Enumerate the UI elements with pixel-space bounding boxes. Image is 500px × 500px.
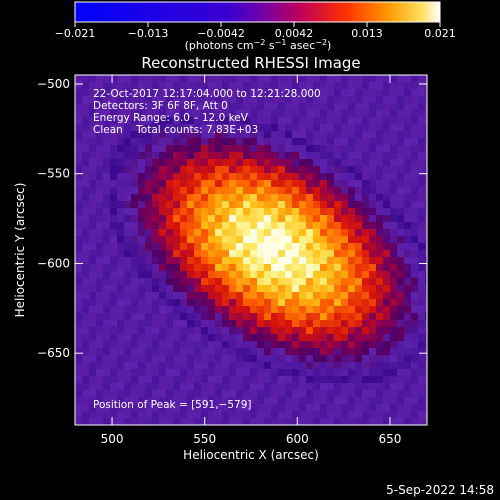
x-tick-label: 650 <box>378 432 401 446</box>
colorbar-tick-labels: −0.021 −0.013 −0.0042 0.0042 0.013 0.021 <box>55 27 456 40</box>
plot-frame <box>74 74 428 426</box>
info-block: 22-Oct-2017 12:17:04.000 to 12:21:28.000… <box>93 88 321 136</box>
info-clean-counts: Clean Total counts: 7.83E+03 <box>93 124 258 136</box>
footer-timestamp: 5-Sep-2022 14:58 <box>386 483 494 497</box>
axis-tick-marks <box>75 75 427 425</box>
colorbar-tick-label: 0.0042 <box>275 27 314 40</box>
x-tick-label: 600 <box>286 432 309 446</box>
colorbar-tick-label: −0.021 <box>55 27 96 40</box>
info-detectors: Detectors: 3F 6F 8F, Att 0 <box>93 100 228 112</box>
info-energy-range: Energy Range: 6.0 – 12.0 keV <box>93 112 249 124</box>
map-image <box>75 75 427 425</box>
colorbar-gradient <box>74 1 441 23</box>
colorbar-tick-label: −0.0042 <box>197 27 245 40</box>
colorbar-tick-label: −0.013 <box>128 27 169 40</box>
plot-title: Reconstructed RHESSI Image <box>141 54 360 72</box>
x-tick-label: 500 <box>101 432 124 446</box>
x-axis-label: Heliocentric X (arcsec) <box>183 448 319 462</box>
axis-tick-labels: 500 550 600 650 −500 −550 −600 −650 <box>37 77 401 446</box>
peak-position-label: Position of Peak = [591,−579] <box>93 399 252 411</box>
y-tick-label: −650 <box>37 346 70 360</box>
colorbar-unit: (photons cm−2 s−1 asec−2) <box>185 38 332 52</box>
x-tick-label: 550 <box>193 432 216 446</box>
y-axis-label: Heliocentric Y (arcsec) <box>13 183 27 318</box>
colorbar-tick-label: 0.013 <box>351 27 383 40</box>
colorbar-tick-label: 0.021 <box>424 27 456 40</box>
info-time-range: 22-Oct-2017 12:17:04.000 to 12:21:28.000 <box>93 88 321 100</box>
y-tick-label: −500 <box>37 77 70 91</box>
y-tick-label: −550 <box>37 167 70 181</box>
y-tick-label: −600 <box>37 256 70 270</box>
colorbar: −0.021 −0.013 −0.0042 0.0042 0.013 0.021 (pho… <box>55 1 456 52</box>
colorbar-tick-marks <box>74 22 441 27</box>
